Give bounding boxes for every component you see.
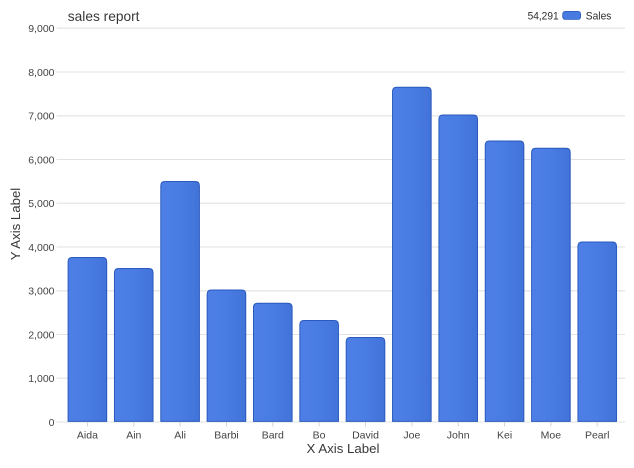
svg-text:5,000: 5,000 [28,198,54,210]
svg-text:3,000: 3,000 [28,286,54,298]
svg-text:David: David [352,429,379,441]
svg-text:6,000: 6,000 [28,154,54,166]
svg-text:2,000: 2,000 [28,329,54,341]
svg-text:Aida: Aida [77,429,98,441]
svg-text:Moe: Moe [541,429,562,441]
svg-text:54,291: 54,291 [528,10,559,22]
svg-text:Ali: Ali [174,429,186,441]
svg-text:8,000: 8,000 [28,67,54,79]
svg-text:Joe: Joe [403,429,420,441]
svg-text:4,000: 4,000 [28,242,54,254]
svg-text:7,000: 7,000 [28,111,54,123]
svg-text:Barbi: Barbi [214,429,239,441]
svg-text:9,000: 9,000 [28,23,54,35]
svg-text:Y Axis Label: Y Axis Label [9,188,23,261]
svg-text:John: John [447,429,470,441]
svg-text:Kei: Kei [497,429,512,441]
svg-text:Pearl: Pearl [585,429,610,441]
svg-text:Sales: Sales [586,10,612,22]
svg-text:1,000: 1,000 [28,373,54,385]
svg-text:X Axis Label: X Axis Label [307,442,380,456]
svg-text:sales report: sales report [68,8,140,24]
svg-text:0: 0 [49,417,55,429]
svg-text:Bo: Bo [313,429,326,441]
svg-text:Bard: Bard [262,429,284,441]
svg-text:Ain: Ain [126,429,141,441]
